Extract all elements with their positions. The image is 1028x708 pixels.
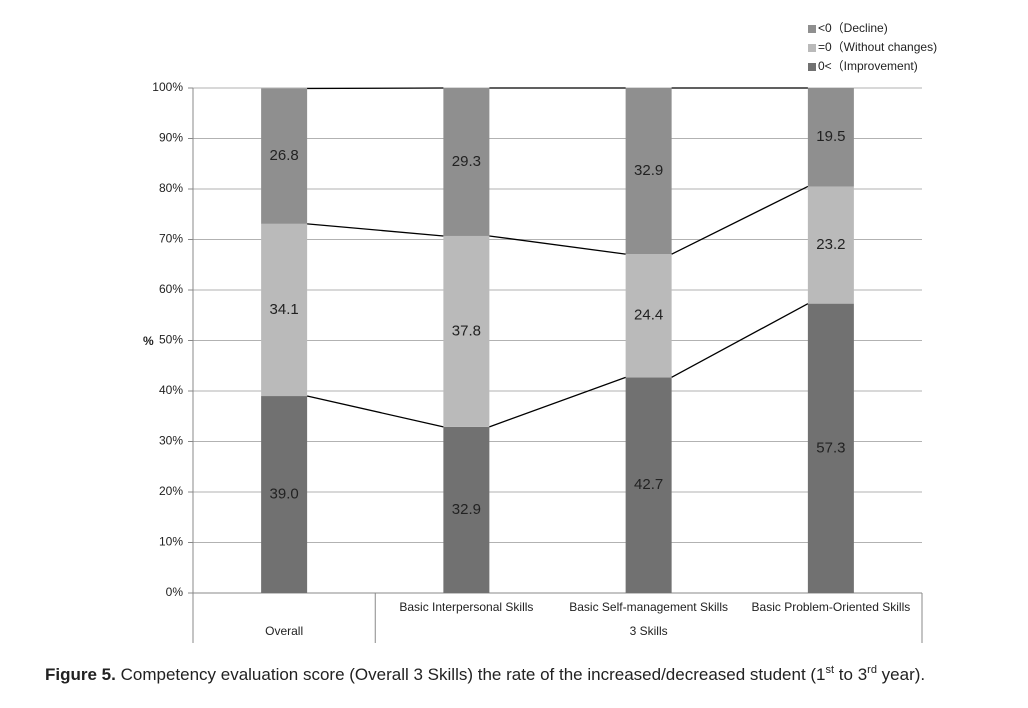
- bar-segment: [807, 88, 854, 187]
- y-tick-label: 30%: [159, 434, 183, 448]
- bar-segment: [625, 254, 672, 378]
- value-label: 57.3: [816, 439, 845, 456]
- legend-label: <0（Decline): [818, 21, 888, 35]
- legend-swatch: [808, 25, 816, 33]
- legend-label: 0<（Improvement): [818, 59, 918, 73]
- y-tick-label: 40%: [159, 383, 183, 397]
- value-label: 26.8: [270, 147, 299, 164]
- value-label: 42.7: [634, 476, 663, 493]
- x-tick-label: Basic Problem-Oriented Skills: [752, 600, 911, 614]
- y-tick-label: 20%: [159, 484, 183, 498]
- connector-line: [671, 185, 809, 255]
- bar-segment: [807, 303, 854, 593]
- connector-line: [306, 395, 444, 428]
- y-tick-label: 10%: [159, 535, 183, 549]
- value-label: 32.9: [634, 162, 663, 179]
- connector-line: [307, 223, 444, 237]
- group-label: Overall: [265, 624, 303, 638]
- caption-label: Figure 5.: [45, 665, 116, 684]
- connector-line: [489, 235, 626, 255]
- caption-text: year).: [877, 665, 925, 684]
- x-tick-label: Basic Self-management Skills: [569, 600, 728, 614]
- value-label: 37.8: [452, 322, 481, 339]
- bar-segment: [625, 377, 672, 593]
- connector-line: [671, 303, 809, 378]
- y-tick-label: 90%: [159, 131, 183, 145]
- bar-segment: [807, 186, 854, 304]
- y-tick-label: 0%: [166, 585, 184, 599]
- connector-line: [489, 376, 626, 428]
- value-label: 29.3: [452, 153, 481, 170]
- value-label: 23.2: [816, 236, 845, 253]
- caption-sup: st: [826, 664, 835, 676]
- legend-label: =0（Without changes): [818, 40, 937, 54]
- legend-swatch: [808, 63, 816, 71]
- caption: Figure 5. Competency evaluation score (O…: [45, 664, 925, 685]
- connector-line: [307, 87, 444, 90]
- legend-swatch: [808, 44, 816, 52]
- x-tick-label: Basic Interpersonal Skills: [399, 600, 533, 614]
- value-label: 19.5: [816, 128, 845, 145]
- y-tick-label: 60%: [159, 282, 183, 296]
- y-tick-label: 80%: [159, 181, 183, 195]
- bar-segment: [443, 426, 490, 593]
- value-label: 39.0: [270, 485, 299, 502]
- y-tick-label: 70%: [159, 232, 183, 246]
- bar-segment: [261, 396, 308, 593]
- bar-segment: [443, 235, 490, 427]
- bar-segment: [261, 88, 308, 224]
- y-tick-label: 100%: [152, 80, 183, 94]
- caption-text: to 3: [834, 665, 867, 684]
- caption-sup: rd: [867, 664, 877, 676]
- bar-segment: [625, 88, 672, 255]
- value-label: 34.1: [270, 301, 299, 318]
- caption-text: Competency evaluation score (Overall 3 S…: [121, 665, 826, 684]
- y-tick-label: 50%: [159, 333, 183, 347]
- value-label: 32.9: [452, 501, 481, 518]
- value-label: 24.4: [634, 307, 663, 324]
- y-axis-label: %: [143, 334, 154, 348]
- bar-segment: [261, 223, 308, 397]
- bar-segment: [443, 88, 490, 236]
- group-label: 3 Skills: [630, 624, 668, 638]
